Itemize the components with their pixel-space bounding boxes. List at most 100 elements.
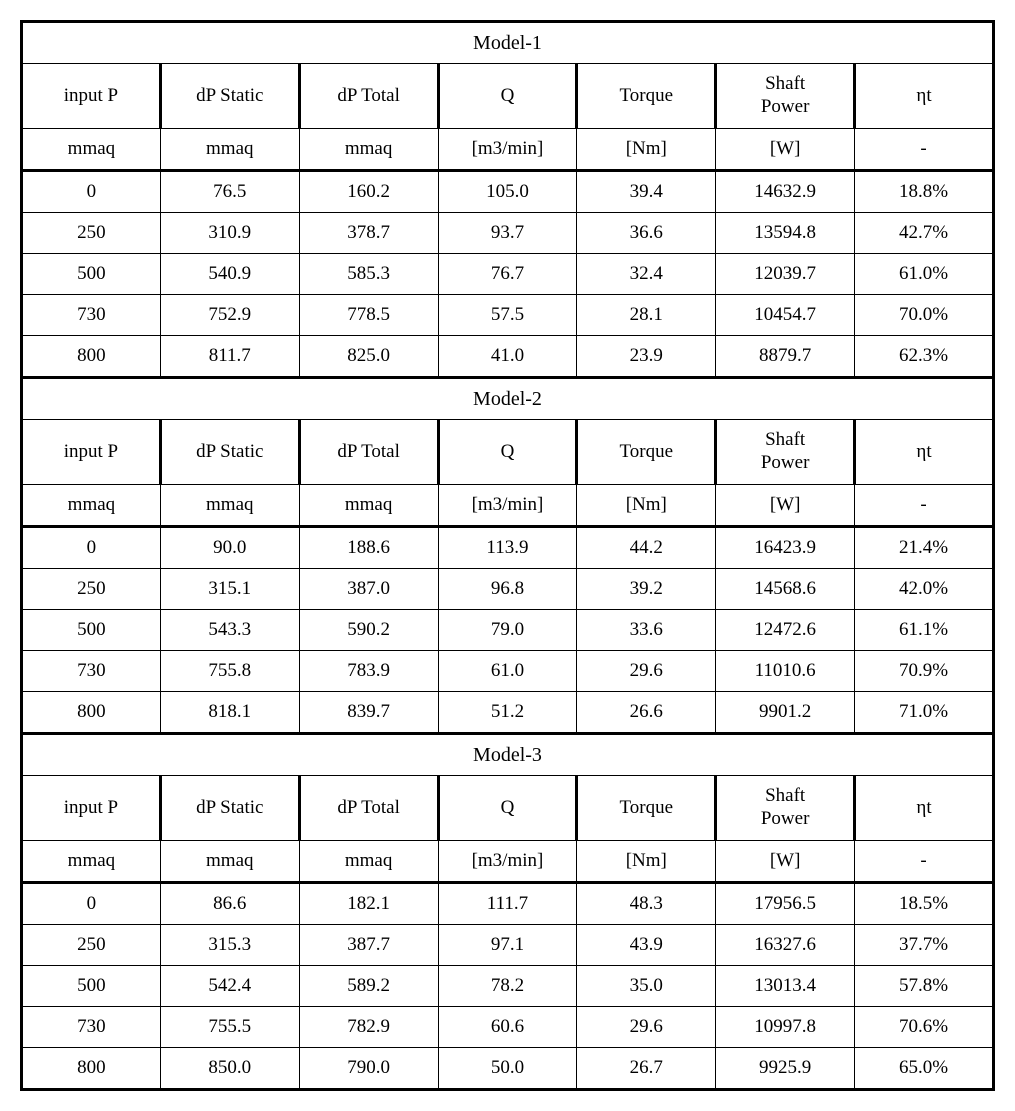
column-header: dP Total [299,420,438,485]
table-cell: 41.0 [438,336,577,378]
table-cell: 500 [22,254,161,295]
table-cell: 79.0 [438,610,577,651]
model-data-table: Model-1input PdP StaticdP TotalQTorqueSh… [20,20,995,1091]
table-cell: 61.0% [855,254,994,295]
column-unit: mmaq [22,841,161,883]
table-cell: 70.6% [855,1007,994,1048]
column-header: dP Static [160,64,299,129]
table-cell: 18.8% [855,171,994,213]
table-cell: 10454.7 [716,295,855,336]
table-cell: 71.0% [855,692,994,734]
table-cell: 315.3 [160,925,299,966]
table-cell: 113.9 [438,527,577,569]
column-unit: mmaq [299,485,438,527]
table-cell: 50.0 [438,1048,577,1090]
table-row: 800850.0790.050.026.79925.965.0% [22,1048,994,1090]
column-header: Torque [577,420,716,485]
section-title: Model-2 [22,378,994,420]
table-cell: 182.1 [299,883,438,925]
column-header: ShaftPower [716,776,855,841]
column-unit: [Nm] [577,129,716,171]
table-cell: 730 [22,1007,161,1048]
table-cell: 500 [22,966,161,1007]
table-cell: 43.9 [577,925,716,966]
table-cell: 542.4 [160,966,299,1007]
table-cell: 0 [22,527,161,569]
table-cell: 76.7 [438,254,577,295]
table-cell: 9901.2 [716,692,855,734]
table-cell: 778.5 [299,295,438,336]
table-cell: 12039.7 [716,254,855,295]
table-cell: 70.0% [855,295,994,336]
table-cell: 800 [22,336,161,378]
table-row: 250310.9378.793.736.613594.842.7% [22,213,994,254]
table-cell: 250 [22,569,161,610]
column-unit: [m3/min] [438,485,577,527]
table-cell: 86.6 [160,883,299,925]
table-row: 730755.5782.960.629.610997.870.6% [22,1007,994,1048]
table-cell: 29.6 [577,1007,716,1048]
column-unit: - [855,841,994,883]
table-cell: 76.5 [160,171,299,213]
table-cell: 78.2 [438,966,577,1007]
column-header: input P [22,776,161,841]
column-header: ηt [855,64,994,129]
table-cell: 111.7 [438,883,577,925]
table-cell: 26.7 [577,1048,716,1090]
column-header: ShaftPower [716,64,855,129]
table-cell: 160.2 [299,171,438,213]
column-unit: mmaq [160,485,299,527]
table-cell: 12472.6 [716,610,855,651]
table-cell: 28.1 [577,295,716,336]
table-cell: 96.8 [438,569,577,610]
table-cell: 11010.6 [716,651,855,692]
table-cell: 37.7% [855,925,994,966]
column-header: input P [22,420,161,485]
table-row: 250315.3387.797.143.916327.637.7% [22,925,994,966]
table-cell: 250 [22,213,161,254]
table-cell: 730 [22,295,161,336]
table-cell: 13013.4 [716,966,855,1007]
table-row: 086.6182.1111.748.317956.518.5% [22,883,994,925]
table-cell: 188.6 [299,527,438,569]
table-cell: 57.8% [855,966,994,1007]
column-header: input P [22,64,161,129]
column-header: Q [438,420,577,485]
table-cell: 13594.8 [716,213,855,254]
table-row: 076.5160.2105.039.414632.918.8% [22,171,994,213]
table-cell: 782.9 [299,1007,438,1048]
column-unit: [Nm] [577,485,716,527]
table-cell: 818.1 [160,692,299,734]
table-cell: 543.3 [160,610,299,651]
table-cell: 10997.8 [716,1007,855,1048]
table-cell: 800 [22,1048,161,1090]
table-cell: 589.2 [299,966,438,1007]
table-cell: 29.6 [577,651,716,692]
table-cell: 752.9 [160,295,299,336]
table-row: 500542.4589.278.235.013013.457.8% [22,966,994,1007]
table-cell: 315.1 [160,569,299,610]
table-row: 500543.3590.279.033.612472.661.1% [22,610,994,651]
column-unit: [m3/min] [438,129,577,171]
table-cell: 378.7 [299,213,438,254]
column-header: ηt [855,776,994,841]
table-cell: 51.2 [438,692,577,734]
table-cell: 387.0 [299,569,438,610]
column-header: Torque [577,64,716,129]
table-cell: 42.0% [855,569,994,610]
table-cell: 61.0 [438,651,577,692]
table-cell: 540.9 [160,254,299,295]
table-cell: 26.6 [577,692,716,734]
table-cell: 90.0 [160,527,299,569]
table-row: 090.0188.6113.944.216423.921.4% [22,527,994,569]
column-unit: [Nm] [577,841,716,883]
table-row: 250315.1387.096.839.214568.642.0% [22,569,994,610]
table-cell: 32.4 [577,254,716,295]
table-cell: 755.8 [160,651,299,692]
table-row: 500540.9585.376.732.412039.761.0% [22,254,994,295]
table-cell: 839.7 [299,692,438,734]
table-cell: 14568.6 [716,569,855,610]
table-row: 730752.9778.557.528.110454.770.0% [22,295,994,336]
column-unit: [m3/min] [438,841,577,883]
column-header: dP Static [160,420,299,485]
